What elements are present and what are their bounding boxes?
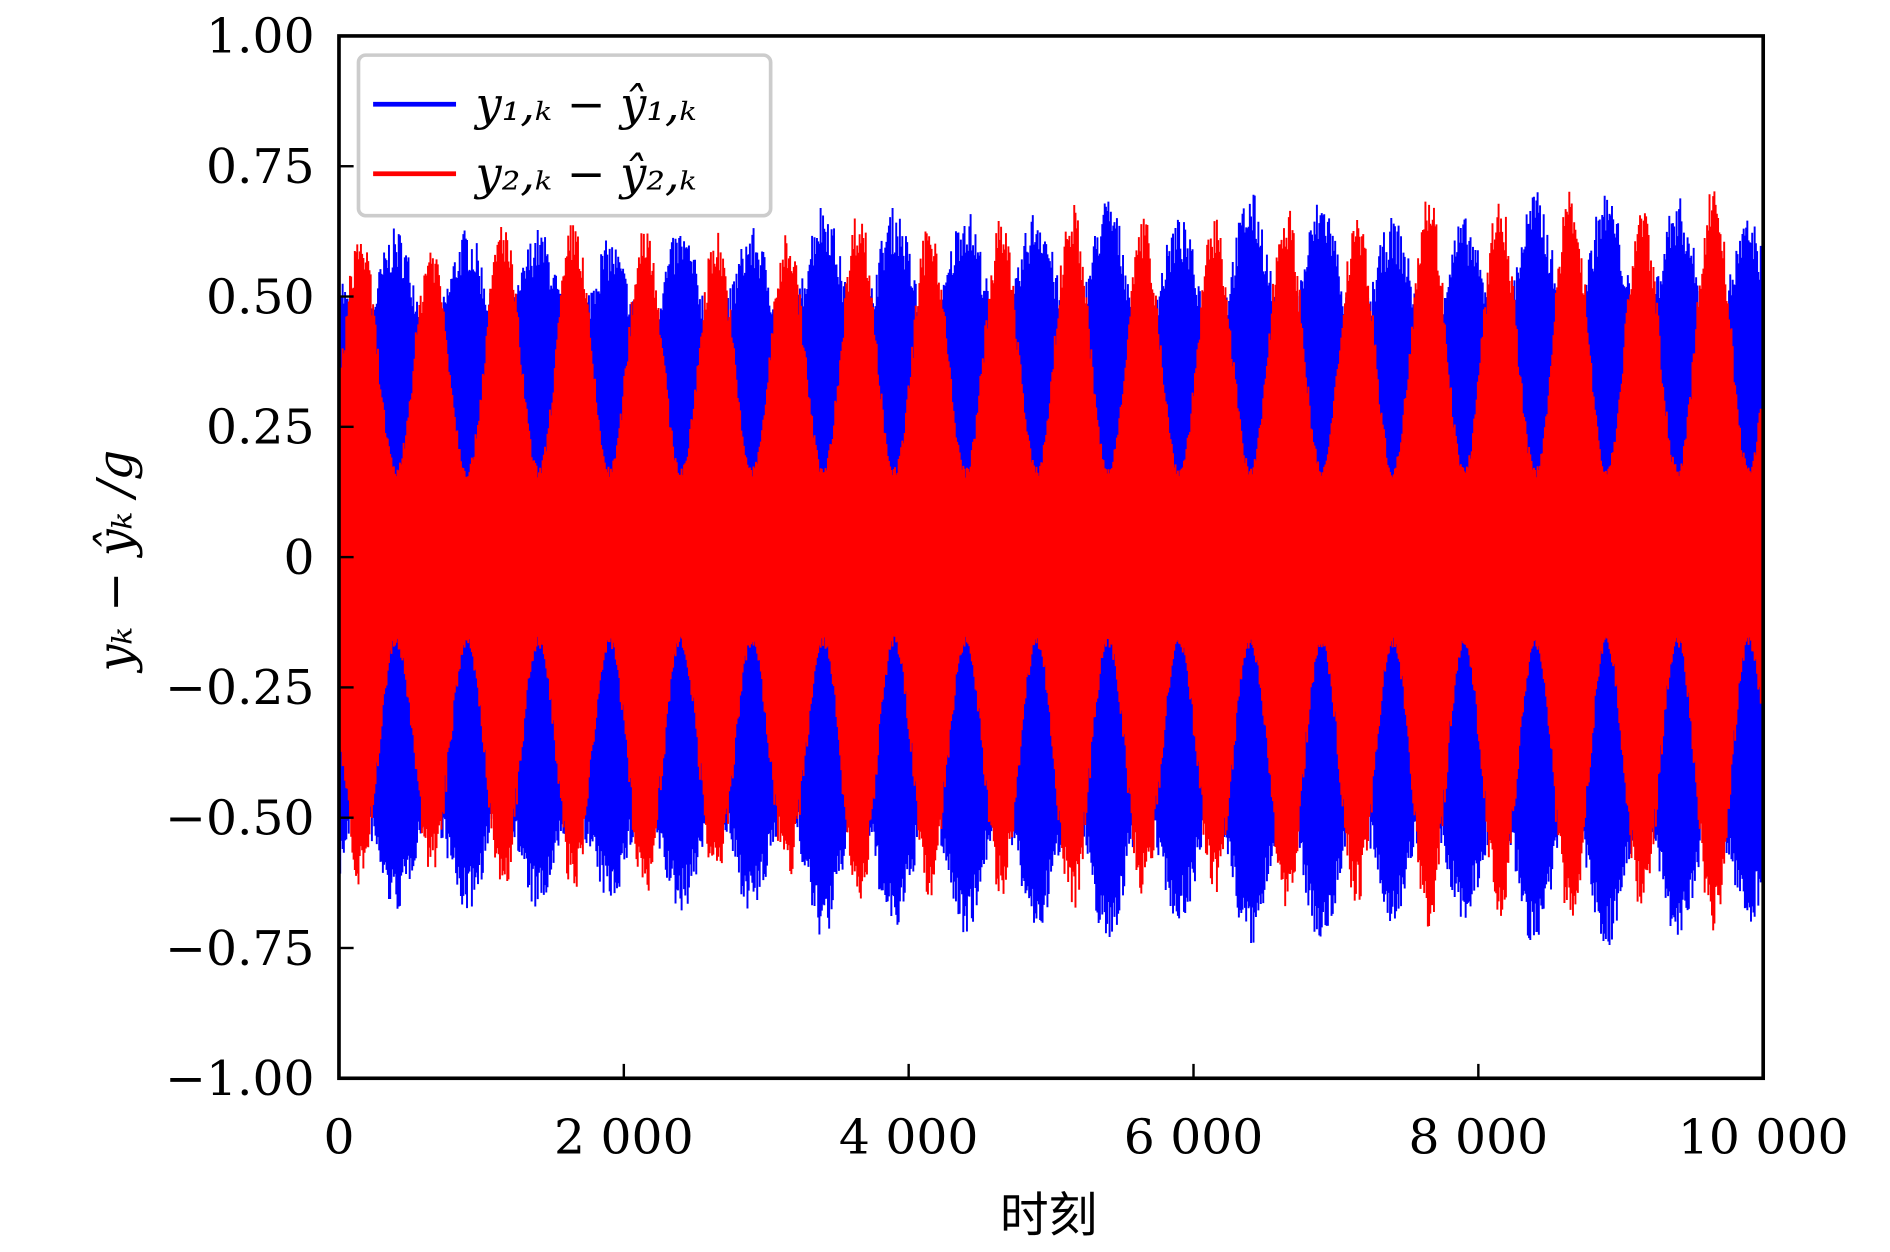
- y-tick-label: 0: [284, 530, 315, 586]
- y-tick-label: 0.50: [206, 270, 315, 326]
- x-tick-label: 10 000: [1678, 1110, 1849, 1166]
- legend-box: [356, 53, 773, 218]
- y-tick-label: −0.25: [165, 661, 314, 717]
- y-axis: 1.00 0.75 0.50 0.25 0 −0.25 −0.50 −0.75 −1.00: [165, 9, 354, 1107]
- legend: y₁,ₖ − ŷ₁,ₖ y₂,ₖ − ŷ₂,ₖ: [356, 53, 773, 218]
- y-axis-label: yₖ − ŷₖ /g: [87, 450, 143, 674]
- legend-label-series-1: y₁,ₖ − ŷ₁,ₖ: [474, 77, 697, 131]
- y-tick-label: 0.75: [206, 139, 315, 195]
- y-tick-label: −0.50: [165, 791, 314, 847]
- y-tick-label: 1.00: [206, 9, 315, 65]
- x-tick-label: 6 000: [1124, 1110, 1264, 1166]
- y-tick-label: −0.75: [165, 921, 314, 977]
- x-tick-label: 2 000: [554, 1110, 694, 1166]
- plot-traces: [339, 191, 1762, 946]
- x-tick-label: 4 000: [839, 1110, 979, 1166]
- y-tick-label: −1.00: [165, 1051, 314, 1107]
- x-tick-label: 8 000: [1409, 1110, 1549, 1166]
- x-axis: 0 2 000 4 000 6 000 8 000 10 000: [323, 1063, 1849, 1166]
- y-tick-label: 0.25: [206, 400, 315, 456]
- legend-label-series-2: y₂,ₖ − ŷ₂,ₖ: [474, 147, 697, 201]
- x-axis-label: 时刻: [1000, 1188, 1098, 1244]
- x-tick-label: 0: [323, 1110, 354, 1166]
